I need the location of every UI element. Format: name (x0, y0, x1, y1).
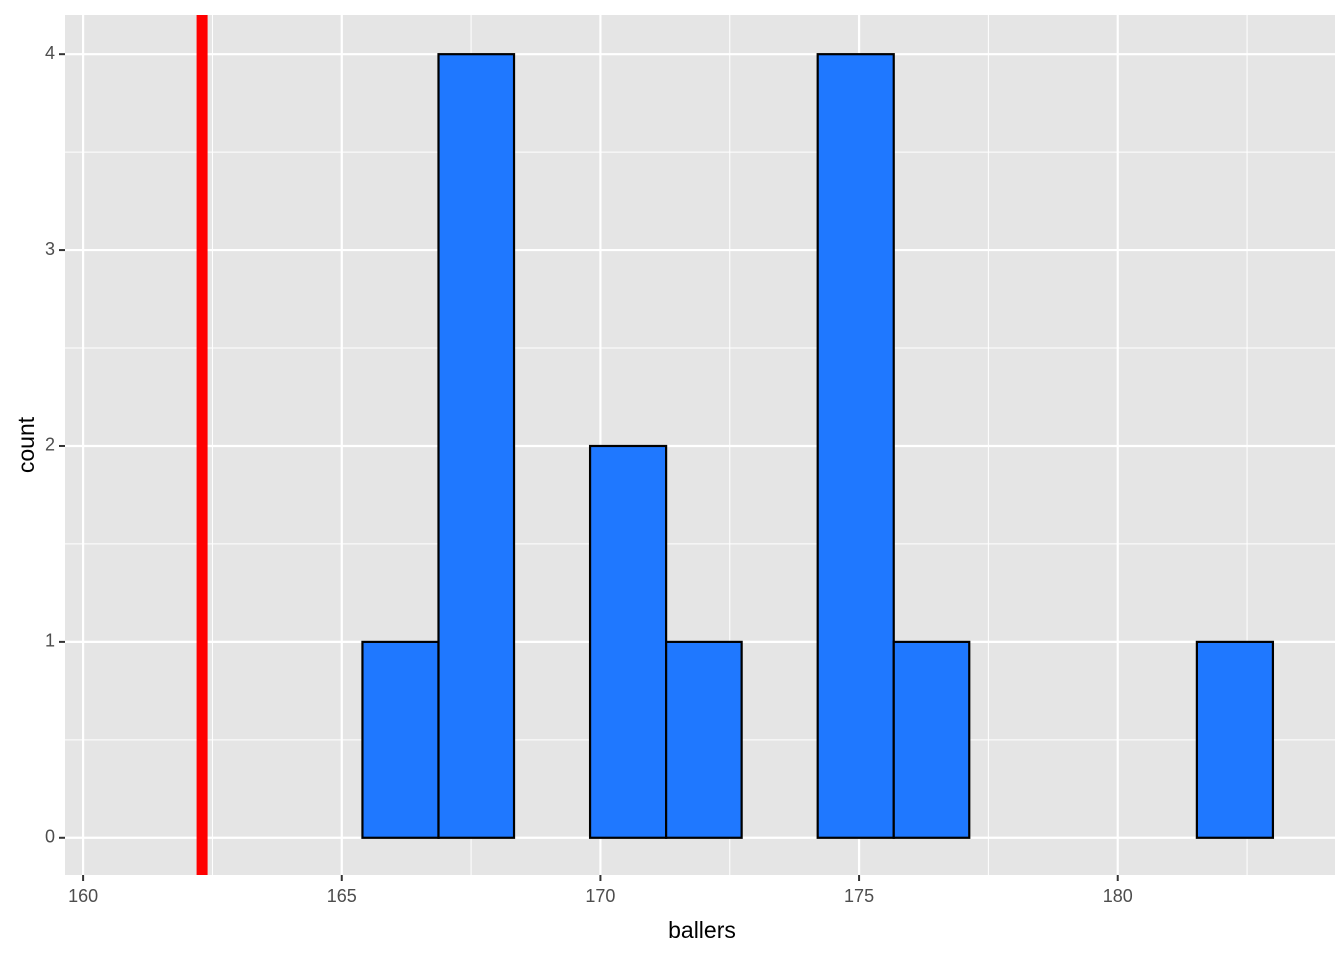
bar (588, 444, 668, 839)
bar (361, 640, 440, 839)
y-tick-label: 3 (45, 239, 55, 259)
x-tick-label: 175 (844, 886, 874, 906)
x-tick-label: 160 (68, 886, 98, 906)
y-axis-title: count (13, 416, 39, 473)
x-tick-label: 170 (585, 886, 615, 906)
x-tick-label: 165 (327, 886, 357, 906)
y-tick-label: 1 (45, 631, 55, 651)
bar (816, 53, 895, 839)
bar (437, 53, 516, 839)
y-tick-label: 4 (45, 43, 55, 63)
y-tick-label: 0 (45, 827, 55, 847)
x-axis-title: ballers (668, 917, 736, 943)
bar (665, 640, 743, 839)
bar (1195, 640, 1275, 839)
y-tick-label: 2 (45, 435, 55, 455)
x-tick-label: 180 (1103, 886, 1133, 906)
bar (892, 640, 971, 839)
